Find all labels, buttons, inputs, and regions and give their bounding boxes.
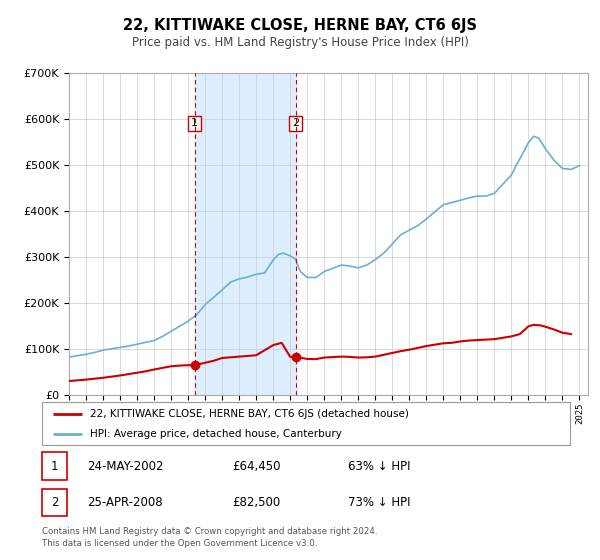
Text: 25-APR-2008: 25-APR-2008: [87, 496, 163, 509]
Text: 2: 2: [51, 496, 58, 509]
Text: £82,500: £82,500: [232, 496, 280, 509]
Text: 1: 1: [191, 118, 198, 128]
Text: Price paid vs. HM Land Registry's House Price Index (HPI): Price paid vs. HM Land Registry's House …: [131, 36, 469, 49]
Text: 22, KITTIWAKE CLOSE, HERNE BAY, CT6 6JS (detached house): 22, KITTIWAKE CLOSE, HERNE BAY, CT6 6JS …: [89, 409, 409, 419]
Bar: [42, 452, 67, 480]
Text: 73% ↓ HPI: 73% ↓ HPI: [348, 496, 411, 509]
Text: £64,450: £64,450: [232, 460, 281, 473]
Bar: [195, 73, 296, 395]
Text: 24-MAY-2002: 24-MAY-2002: [87, 460, 163, 473]
Bar: [42, 489, 67, 516]
Text: 1: 1: [51, 460, 58, 473]
Text: 2: 2: [292, 118, 299, 128]
Text: Contains HM Land Registry data © Crown copyright and database right 2024.
This d: Contains HM Land Registry data © Crown c…: [42, 527, 377, 548]
Text: HPI: Average price, detached house, Canterbury: HPI: Average price, detached house, Cant…: [89, 429, 341, 439]
Text: 63% ↓ HPI: 63% ↓ HPI: [348, 460, 411, 473]
Text: 22, KITTIWAKE CLOSE, HERNE BAY, CT6 6JS: 22, KITTIWAKE CLOSE, HERNE BAY, CT6 6JS: [123, 18, 477, 32]
